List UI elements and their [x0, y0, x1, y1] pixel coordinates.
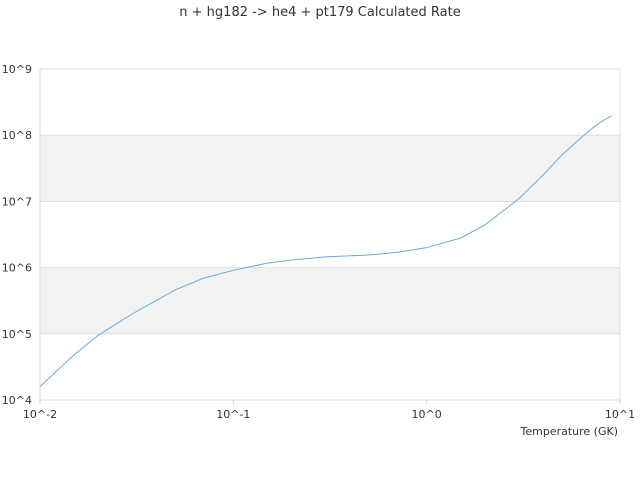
y-tick-label: 10^6 — [2, 262, 32, 275]
x-tick-label: 10^-1 — [216, 408, 250, 421]
y-tick-label: 10^9 — [2, 63, 32, 76]
x-tick-label: 10^1 — [605, 408, 635, 421]
data-line — [39, 115, 612, 387]
x-tick-label: 10^0 — [412, 408, 442, 421]
x-axis-label: Temperature (GK) — [520, 425, 619, 438]
x-tick-label: 10^-2 — [23, 408, 57, 421]
grid-band — [40, 135, 620, 202]
chart-title: n + hg182 -> he4 + pt179 Calculated Rate — [179, 5, 460, 20]
y-tick-label: 10^4 — [2, 394, 32, 407]
y-tick-label: 10^8 — [2, 129, 32, 142]
grid-band — [40, 267, 620, 334]
y-tick-label: 10^5 — [2, 328, 32, 341]
y-tick-label: 10^7 — [2, 195, 32, 208]
